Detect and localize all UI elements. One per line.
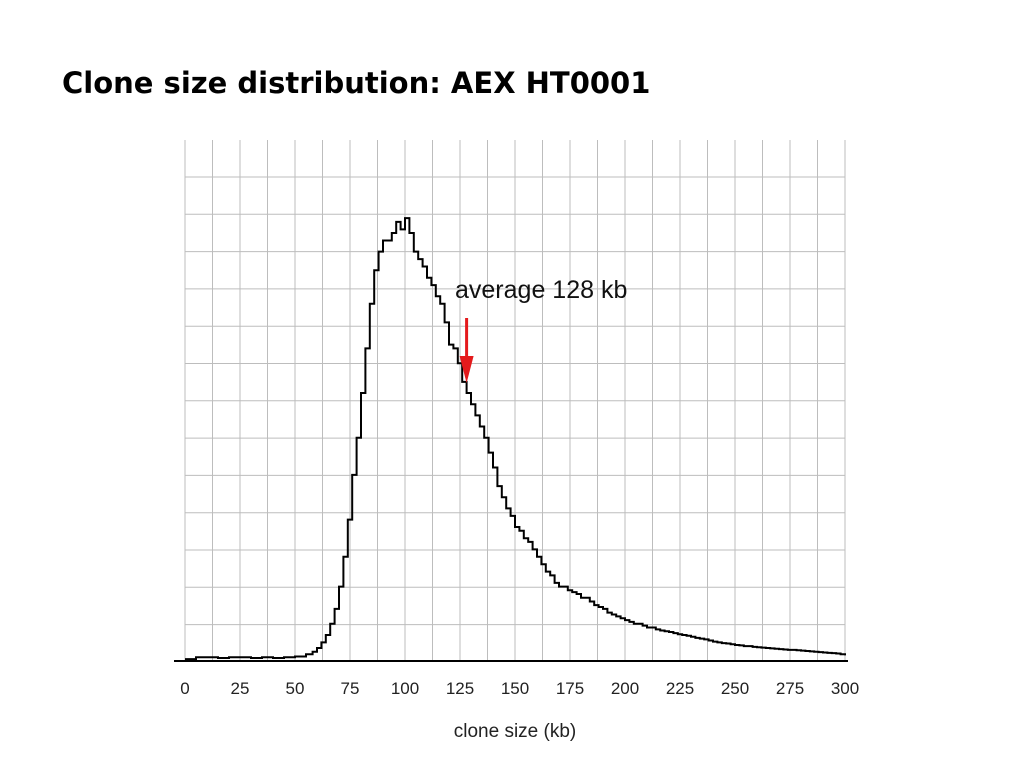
x-tick-label: 275 xyxy=(776,679,804,698)
x-tick-label: 50 xyxy=(286,679,305,698)
x-tick-label: 125 xyxy=(446,679,474,698)
x-tick-label: 75 xyxy=(341,679,360,698)
x-axis-title: clone size (kb) xyxy=(454,721,577,742)
x-tick-label: 175 xyxy=(556,679,584,698)
x-tick-label: 100 xyxy=(391,679,419,698)
x-axis-ticks: 0 25 50 75 100 125 150 175 200 225 250 275 300 xyxy=(180,679,859,698)
average-annotation: average 128 kb xyxy=(455,276,627,383)
page-title: Clone size distribution: AEX HT0001 xyxy=(62,66,651,100)
x-tick-label: 300 xyxy=(831,679,859,698)
chart-series xyxy=(185,217,846,661)
x-tick-label: 200 xyxy=(611,679,639,698)
annotation-label: average 128 kb xyxy=(455,276,627,304)
distribution-line xyxy=(185,217,846,661)
x-tick-label: 25 xyxy=(231,679,250,698)
annotation-arrow-head xyxy=(459,356,474,383)
x-tick-label: 150 xyxy=(501,679,529,698)
chart-grid xyxy=(184,140,846,661)
x-tick-label: 225 xyxy=(666,679,694,698)
x-tick-label: 0 xyxy=(180,679,189,698)
x-tick-label: 250 xyxy=(721,679,749,698)
